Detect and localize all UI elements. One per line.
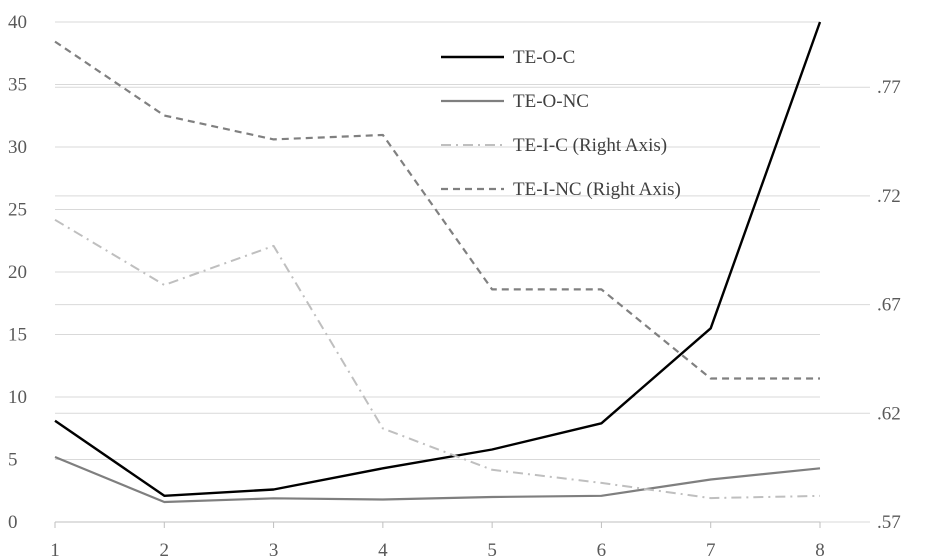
y-left-tick-label: 30 (8, 137, 27, 158)
series-lines (54, 21, 822, 504)
series-line-te-o-c (54, 21, 822, 497)
y-left-tick-label: 0 (8, 512, 18, 533)
y-right-tick-label: .67 (877, 295, 901, 316)
y-right-tick-label: .57 (877, 512, 901, 533)
legend: TE-O-C TE-O-NC TE-I-C (Right Axis) TE-I-NC … (441, 47, 681, 200)
x-tick-label: 5 (487, 540, 497, 560)
y-right-tick-label: .72 (877, 186, 901, 207)
y-right-tick-label: .62 (877, 403, 901, 424)
x-tick-label: 2 (160, 540, 170, 560)
y-left-tick-label: 5 (8, 450, 18, 471)
series-line-te-i-c-right-axis (54, 218, 821, 500)
axes: 0 5 10 15 20 25 30 35 40 .57 .62 .67 .72 .77 1 2 3 4 5 6 7 8 (8, 12, 901, 560)
legend-label: TE-I-NC (Right Axis) (513, 179, 681, 200)
legend-label: TE-I-C (Right Axis) (513, 135, 667, 156)
x-tick-label: 7 (706, 540, 716, 560)
y-left-tick-label: 20 (8, 262, 27, 283)
series-line-te-o-nc (54, 455, 821, 504)
series-line-te-i-nc-right-axis (54, 40, 820, 380)
y-left-tick-label: 40 (8, 12, 27, 33)
y-left-tick-label: 15 (8, 325, 27, 346)
y-left-tick-label: 10 (8, 387, 27, 408)
legend-label: TE-O-C (513, 47, 575, 68)
legend-label: TE-O-NC (513, 91, 589, 112)
x-tick-label: 6 (597, 540, 607, 560)
x-tick-label: 4 (378, 540, 388, 560)
x-tick-label: 3 (269, 540, 279, 560)
gridlines (55, 21, 870, 523)
x-tick-label: 1 (50, 540, 60, 560)
y-right-tick-label: .77 (877, 77, 901, 98)
x-tick-label: 8 (815, 540, 825, 560)
y-left-tick-label: 35 (8, 75, 27, 96)
y-left-tick-label: 25 (8, 200, 27, 221)
